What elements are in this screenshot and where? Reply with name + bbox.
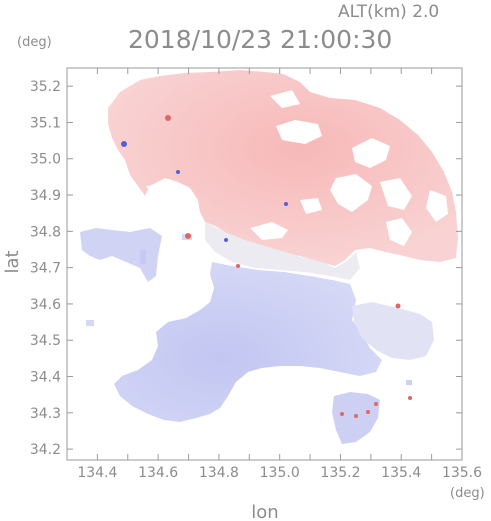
positive-velocity-region <box>108 70 458 266</box>
y-tick-label: 34.4 <box>30 370 61 386</box>
x-tick-label: 135.2 <box>320 465 360 481</box>
no-echo-gap <box>146 184 196 216</box>
strong-velocity-spots <box>121 115 412 418</box>
axis-ticks: 134.4 134.6 134.8 135.0 135.2 135.4 135.6 34.2 3… <box>30 68 482 481</box>
negative-velocity-region <box>114 262 382 422</box>
no-echo-gap <box>250 222 288 240</box>
y-tick-label: 35.1 <box>30 115 61 131</box>
no-echo-gap <box>352 138 390 168</box>
x-unit-label: (deg) <box>450 486 485 501</box>
y-tick-label: 35.0 <box>30 152 61 168</box>
y-tick-label: 34.8 <box>30 224 61 240</box>
y-tick-label: 34.9 <box>30 188 61 204</box>
y-tick-label: 34.2 <box>30 442 61 458</box>
no-echo-gap <box>270 90 300 108</box>
x-axis-label: lon <box>251 502 278 521</box>
x-tick-label: 134.6 <box>138 465 178 481</box>
y-tick-label: 34.3 <box>30 406 61 422</box>
y-axis-label: lat <box>2 250 23 273</box>
neutral-velocity-zone <box>205 222 360 280</box>
y-tick-label: 34.6 <box>30 297 61 313</box>
x-tick-label: 134.4 <box>77 465 117 481</box>
timestamp-title: 2018/10/23 21:00:30 <box>128 25 392 54</box>
x-tick-label: 135.4 <box>381 465 421 481</box>
y-tick-label: 35.2 <box>30 79 61 95</box>
negative-velocity-lobe <box>352 302 434 360</box>
no-echo-gap <box>330 174 372 212</box>
y-unit-label: (deg) <box>17 35 52 50</box>
radar-echo-field <box>80 70 458 444</box>
no-echo-gap <box>276 120 322 144</box>
x-tick-label: 135.0 <box>260 465 300 481</box>
y-tick-label: 34.7 <box>30 261 61 277</box>
no-echo-gap <box>300 198 322 214</box>
no-echo-gap <box>426 190 448 222</box>
plot-border <box>66 67 463 461</box>
plot-frame <box>66 67 463 461</box>
negative-velocity-band <box>80 228 162 282</box>
x-tick-label: 135.6 <box>442 465 482 481</box>
altitude-label: ALT(km) 2.0 <box>338 2 439 22</box>
no-echo-gap <box>386 218 412 246</box>
y-tick-label: 34.5 <box>30 333 61 349</box>
no-echo-gap <box>380 178 412 210</box>
x-tick-label: 134.8 <box>199 465 239 481</box>
